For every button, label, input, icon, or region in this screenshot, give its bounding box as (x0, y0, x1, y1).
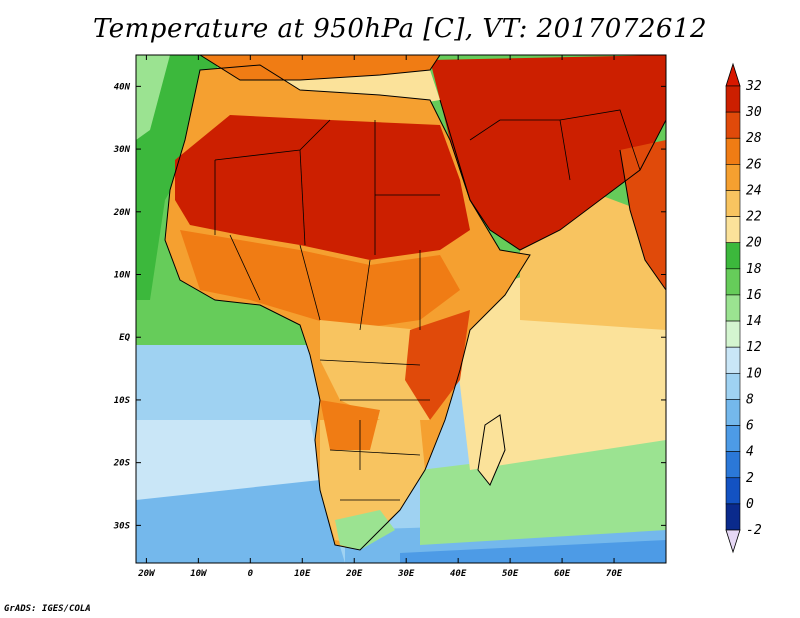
colorbar-label: 6 (746, 419, 754, 434)
sahara-hot (175, 115, 470, 260)
colorbar-label: 10 (746, 366, 762, 381)
colorbar-swatch (725, 242, 741, 270)
atlantic-north-edge (136, 55, 170, 140)
lon-tick-label: 0 (248, 569, 254, 579)
lon-tick-label: 20E (345, 569, 363, 579)
angola-warm (320, 400, 380, 450)
colorbar-swatch (725, 477, 741, 505)
colorbar-swatch (725, 85, 741, 113)
southern-ocean-deep (400, 540, 666, 563)
colorbar-label: 18 (746, 262, 762, 277)
lon-tick-label: 30E (397, 569, 415, 579)
latitude-axis: 40N 30N 20N 10N EQ 10S 20S 30S (113, 82, 666, 531)
colorbar-swatch (725, 399, 741, 426)
colorbar-swatch (725, 346, 741, 374)
lat-tick-label: 40N (114, 82, 131, 92)
grads-credit: GrADS: IGES/COLA (4, 604, 91, 614)
coastline-africa (164, 64, 531, 551)
lat-tick-label: 30N (113, 145, 131, 155)
coastline-arabia (439, 99, 666, 251)
lon-tick-label: 70E (606, 569, 623, 579)
madagascar (478, 415, 505, 485)
colorbar-swatch (725, 164, 741, 191)
colorbar-label: 16 (746, 288, 762, 303)
colorbar-swatch (725, 451, 741, 479)
lon-tick-label: 20W (137, 569, 156, 579)
colorbar-swatch (725, 137, 741, 165)
lon-tick-label: 40E (450, 569, 467, 579)
india-land (620, 140, 666, 290)
colorbar-swatch (725, 111, 741, 139)
colorbar-swatch (725, 425, 741, 452)
colorbar-swatch (725, 216, 741, 244)
colorbar-label: 24 (746, 183, 762, 198)
europe-land (200, 55, 440, 80)
colorbar-swatch (725, 320, 741, 348)
cape-cool (335, 510, 395, 550)
lat-tick-label: 20N (113, 208, 131, 218)
colorbar-swatch (725, 372, 741, 400)
lat-tick-label: 10S (114, 396, 131, 406)
colorbar-label: 0 (746, 497, 754, 512)
colorbar-label: 22 (746, 210, 762, 225)
coastline-europe (199, 55, 441, 81)
colorbar-label: 32 (745, 79, 762, 94)
colorbar-bottom-arrow (725, 529, 741, 554)
country-borders (214, 109, 641, 501)
lat-tick-label: 30S (113, 521, 131, 531)
colorbar-label: 4 (746, 445, 754, 460)
colorbar-label: 2 (746, 471, 754, 486)
colorbar-label: 28 (746, 131, 762, 146)
atlantic-south-blue (136, 480, 345, 563)
map-frame (135, 54, 667, 564)
colorbar-label: 12 (746, 340, 762, 355)
colorbar-label: 26 (746, 157, 762, 172)
lat-tick-label: 10N (114, 271, 131, 281)
chart-title: Temperature at 950hPa [C], VT: 201707261… (92, 14, 708, 44)
colorbar-swatch (725, 294, 741, 322)
lon-tick-label: 10E (294, 569, 311, 579)
lon-tick-label: 60E (554, 569, 571, 579)
colorbar-swatch (725, 503, 741, 531)
colorbar-swatch (725, 268, 741, 296)
colorbar-label: 14 (746, 314, 762, 329)
temperature-map (136, 55, 666, 563)
colorbar-label: -2 (746, 523, 762, 538)
east-africa-hot (405, 310, 470, 420)
colorbar-swatch (725, 190, 741, 217)
colorbar-label: 8 (746, 392, 754, 407)
lon-tick-label: 10W (190, 569, 208, 579)
lat-tick-label: EQ (119, 333, 130, 343)
sahel-warm (180, 230, 460, 330)
coastline-india (619, 149, 666, 291)
colorbar-label: 30 (745, 105, 762, 120)
longitude-axis: 20W 10W 0 10E 20E 30E 40E 50E 60E 70E (137, 55, 623, 579)
colorbar-label: 20 (746, 236, 762, 251)
arabia-land (430, 55, 666, 250)
colorbar-top-arrow (725, 62, 741, 87)
coastline-madagascar (477, 414, 506, 486)
lat-tick-label: 20S (113, 459, 131, 469)
lon-tick-label: 50E (502, 569, 519, 579)
